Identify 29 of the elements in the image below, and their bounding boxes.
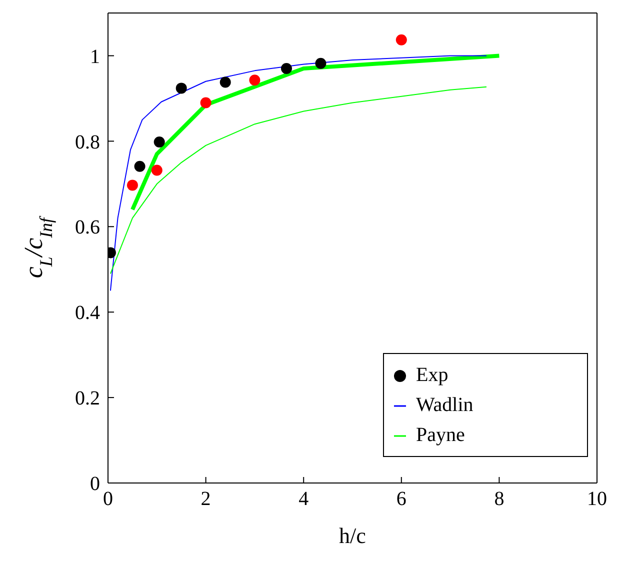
x-tick-label: 6 bbox=[396, 488, 406, 510]
point bbox=[200, 97, 212, 108]
y-tick-label: 0 bbox=[90, 473, 100, 496]
point bbox=[280, 63, 292, 74]
point bbox=[134, 160, 146, 172]
y-tick-label: 0.8 bbox=[75, 131, 100, 154]
x-tick-label: 10 bbox=[587, 488, 607, 510]
point bbox=[315, 58, 326, 69]
x-axis-title: h/c bbox=[339, 523, 366, 548]
legend-label: Exp bbox=[416, 364, 448, 386]
point bbox=[154, 136, 165, 148]
y-tick-label: 1 bbox=[90, 46, 100, 68]
x-tick-label: 2 bbox=[200, 488, 211, 510]
y-tick-label: 0.4 bbox=[75, 302, 100, 324]
point bbox=[126, 180, 138, 191]
point bbox=[151, 164, 162, 176]
point bbox=[396, 34, 407, 46]
x-tick-label: 8 bbox=[494, 488, 504, 510]
line-series bbox=[130, 54, 502, 212]
y-tick-label: 0.6 bbox=[75, 216, 100, 239]
point bbox=[176, 82, 187, 94]
line-series bbox=[110, 86, 487, 274]
point bbox=[249, 74, 260, 86]
legend-label: Wadlin bbox=[416, 394, 474, 416]
legend-label: Payne bbox=[416, 424, 465, 446]
line-series bbox=[110, 55, 487, 292]
y-tick-label: 0.2 bbox=[75, 388, 100, 410]
point bbox=[220, 76, 231, 88]
x-tick-label: 4 bbox=[298, 488, 309, 510]
